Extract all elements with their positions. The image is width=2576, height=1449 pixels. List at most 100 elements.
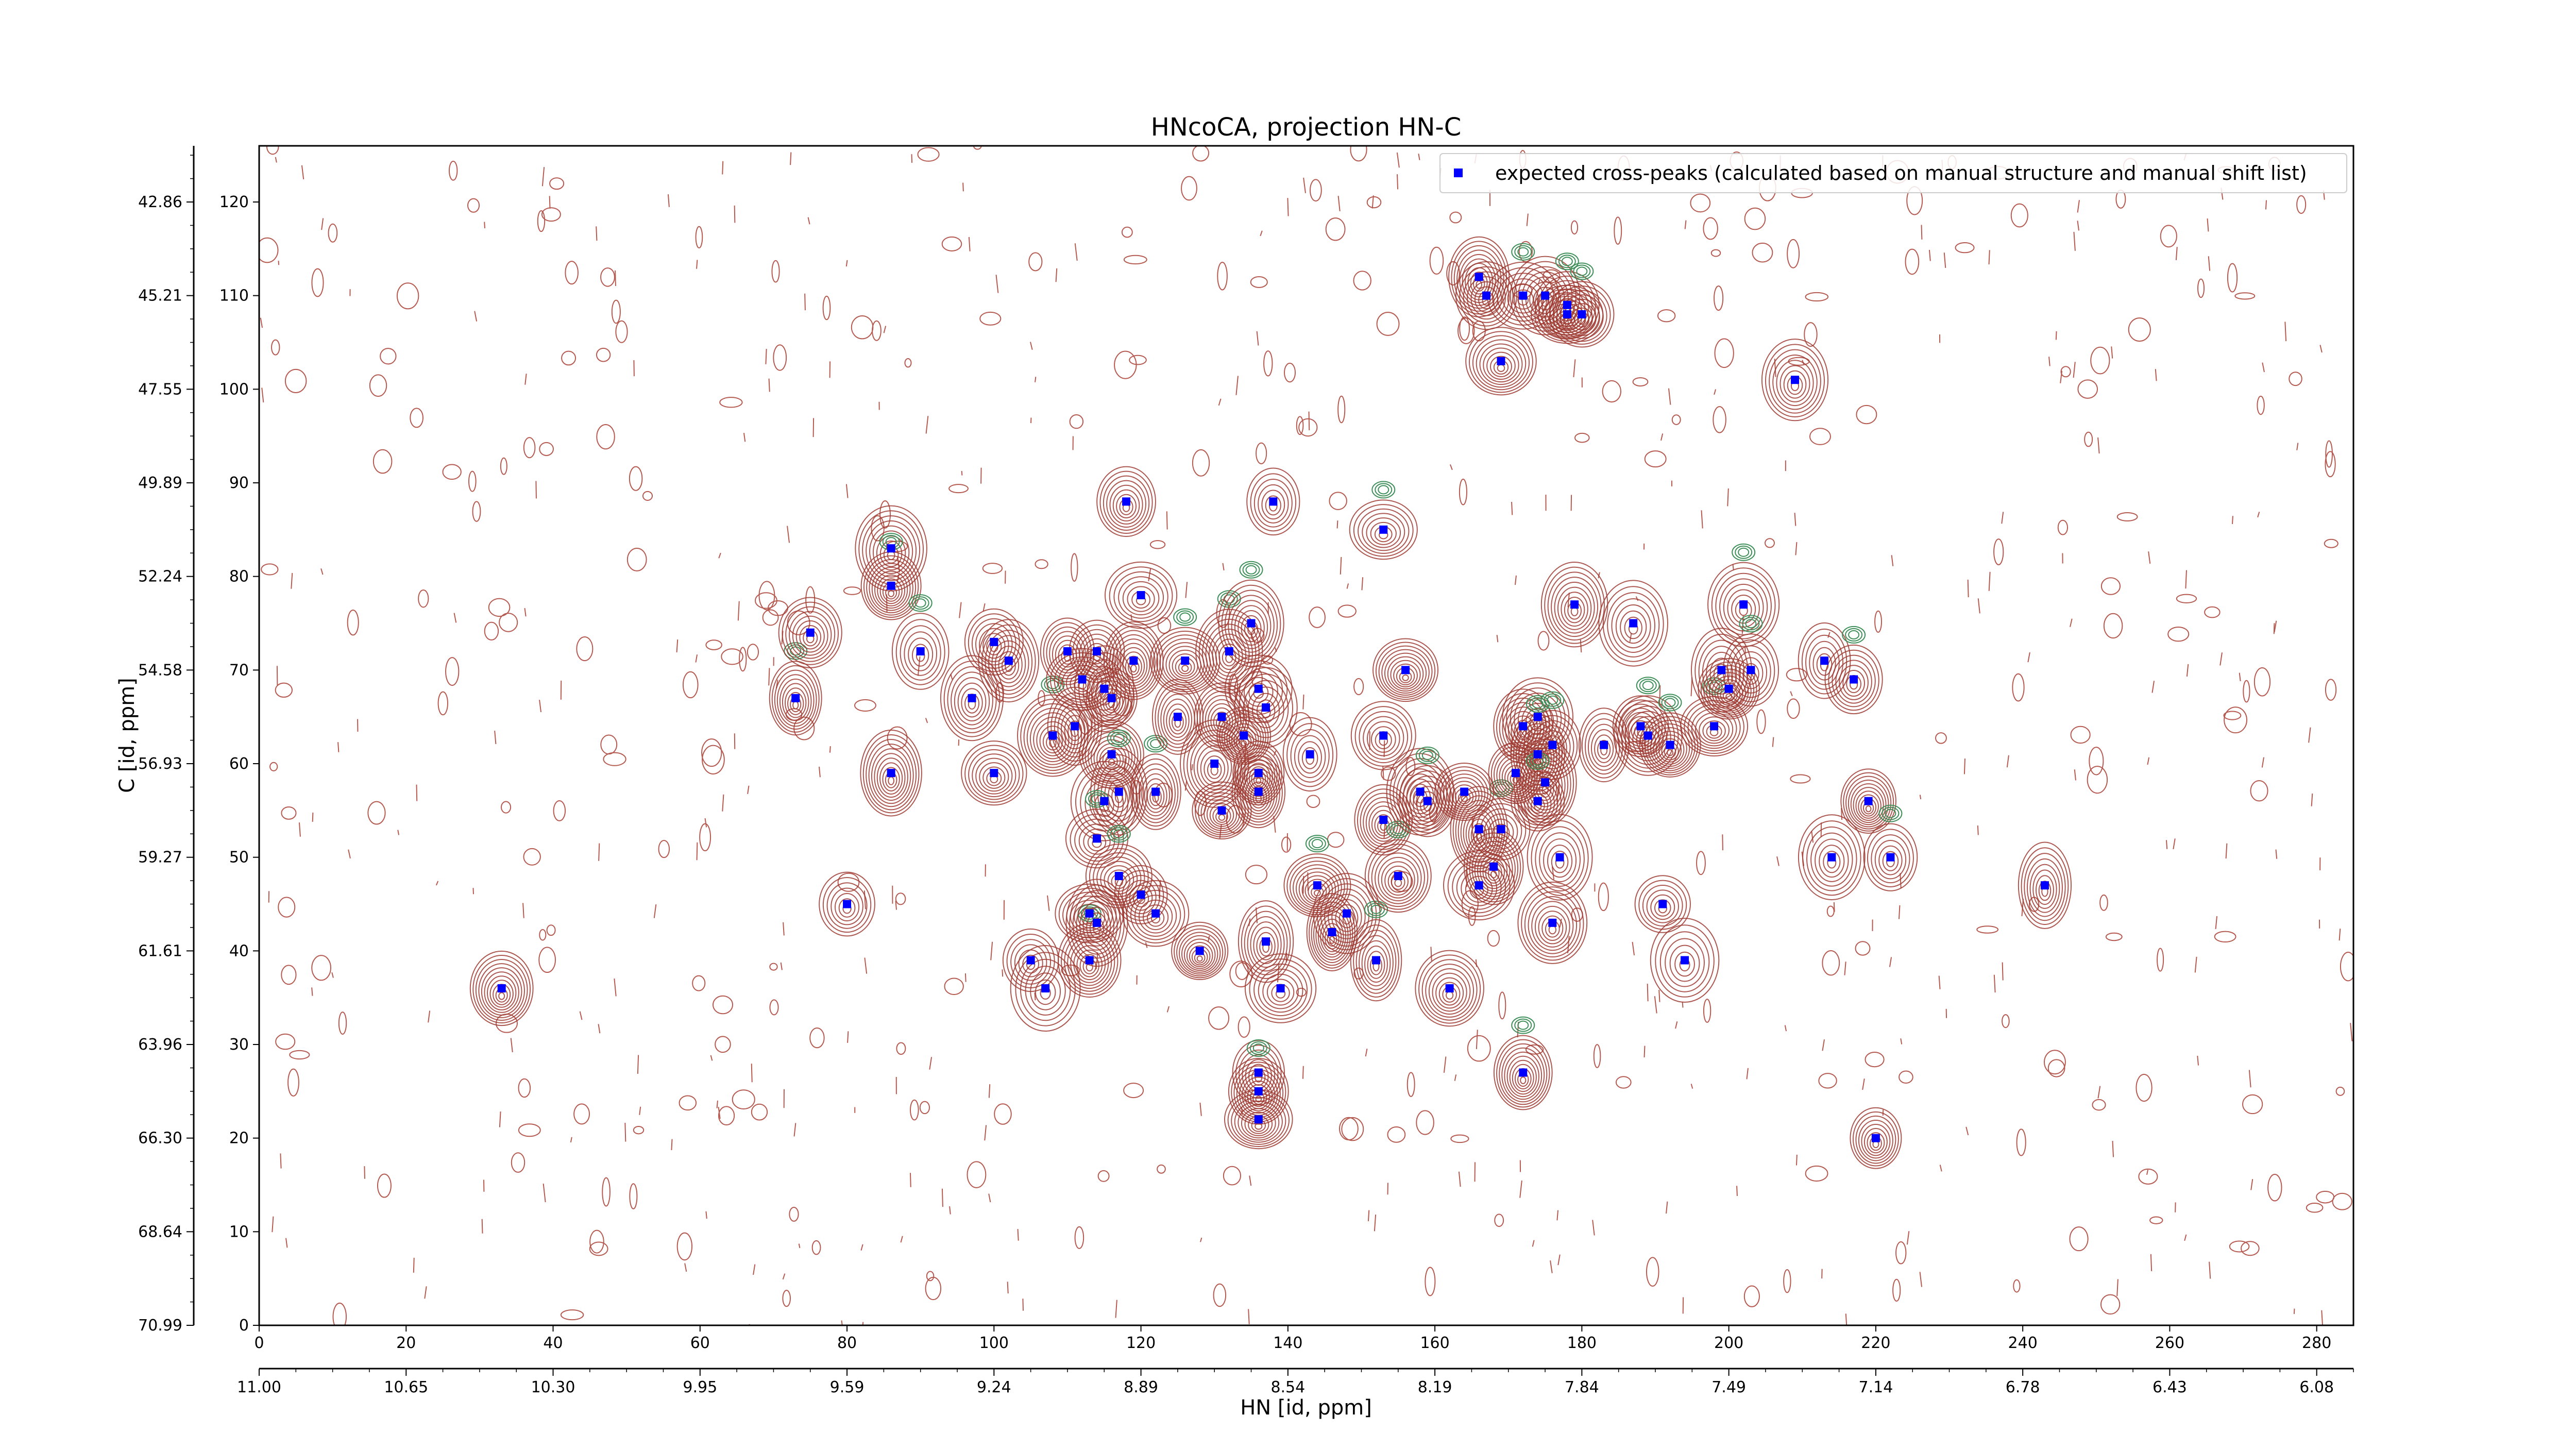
peak-contour xyxy=(1531,820,1589,896)
noise-contour xyxy=(837,872,860,892)
peak-contour xyxy=(1517,780,1558,825)
noise-contour xyxy=(2209,1261,2211,1279)
noise-contour xyxy=(500,457,507,475)
noise-contour xyxy=(1216,599,1230,628)
noise-contour xyxy=(2207,218,2209,232)
noise-contour xyxy=(1207,935,1210,942)
noise-contour xyxy=(1657,309,1676,323)
x-index-tick-label: 240 xyxy=(2008,1334,2038,1352)
noise-contour xyxy=(2148,551,2151,564)
noise-contour xyxy=(1746,1068,1749,1080)
noise-contour xyxy=(598,1024,601,1034)
noise-contour xyxy=(1794,513,1797,526)
cross-peak-marker xyxy=(887,769,895,778)
noise-contour xyxy=(2204,606,2221,618)
noise-contour xyxy=(1387,1126,1406,1143)
peak-contour xyxy=(792,701,799,710)
noise-contour xyxy=(539,699,542,713)
peak-contour xyxy=(1242,755,1276,797)
peak-contour xyxy=(1335,904,1359,932)
noise-contour xyxy=(2296,443,2299,450)
noise-contour xyxy=(1213,1283,1227,1307)
peak-contour xyxy=(1527,814,1593,901)
peak-contour xyxy=(1765,344,1825,417)
peak-contour xyxy=(1261,490,1285,520)
noise-contour xyxy=(2289,372,2302,386)
negative-contour xyxy=(784,642,808,660)
noise-contour xyxy=(1416,1110,1434,1135)
x-ppm-tick-label: 8.89 xyxy=(1124,1378,1158,1396)
noise-contour xyxy=(1129,355,1147,365)
noise-contour xyxy=(1429,803,1438,822)
peak-contour xyxy=(1413,786,1443,823)
noise-contour xyxy=(798,1243,801,1249)
peak-contour xyxy=(1204,796,1240,831)
noise-contour xyxy=(560,1309,584,1321)
noise-contour xyxy=(1263,350,1273,377)
noise-contour xyxy=(541,167,545,187)
peak-contour xyxy=(1453,245,1504,312)
peak-contour xyxy=(1331,899,1362,936)
peak-contour xyxy=(1082,906,1111,947)
peak-contour xyxy=(489,980,514,1008)
noise-contour xyxy=(1450,1134,1469,1143)
noise-contour xyxy=(2219,652,2223,666)
peak-contour xyxy=(1520,1076,1527,1084)
cross-peak-marker xyxy=(1151,909,1160,918)
peak-contour xyxy=(1874,839,1907,880)
noise-contour xyxy=(1181,176,1197,201)
peak-contour xyxy=(1823,851,1841,873)
noise-contour xyxy=(883,326,887,333)
cross-peak-marker xyxy=(1850,675,1858,684)
peak-contour xyxy=(1046,648,1118,711)
noise-contour xyxy=(1222,563,1225,571)
peak-contour xyxy=(1099,470,1153,534)
noise-contour xyxy=(2308,727,2311,743)
noise-contour xyxy=(1696,851,1706,875)
peak-contour xyxy=(961,688,983,718)
negative-contour xyxy=(1492,781,1510,795)
noise-contour xyxy=(1338,1117,1359,1141)
peak-contour xyxy=(1183,938,1216,971)
y-index-tick-label: 100 xyxy=(219,380,249,398)
noise-contour xyxy=(2060,366,2071,378)
noise-contour xyxy=(275,1033,296,1050)
x-index-tick-label: 140 xyxy=(1273,1334,1302,1352)
peak-contour xyxy=(1301,747,1318,769)
negative-contour xyxy=(1885,808,1896,818)
peak-contour xyxy=(1079,901,1114,951)
peak-contour xyxy=(1867,829,1914,887)
peak-contour xyxy=(1144,778,1167,813)
peak-contour xyxy=(1193,740,1235,794)
y-ppm-tick-label: 61.61 xyxy=(138,942,182,960)
peak-contour xyxy=(1534,725,1571,769)
noise-contour xyxy=(511,1152,526,1173)
peak-contour xyxy=(874,570,908,609)
peak-contour xyxy=(792,615,828,656)
cross-peak-marker xyxy=(1548,740,1557,749)
y-ppm-tick-label: 42.86 xyxy=(138,193,182,211)
peak-contour xyxy=(943,661,1001,737)
peak-contour xyxy=(968,613,1020,672)
peak-contour xyxy=(1366,517,1401,548)
peak-contour xyxy=(1250,921,1282,968)
noise-contour xyxy=(642,491,653,501)
noise-contour xyxy=(1097,1170,1110,1182)
cross-peak-marker xyxy=(1563,300,1571,309)
peak-contour xyxy=(1479,343,1523,385)
noise-contour xyxy=(982,603,986,612)
noise-contour xyxy=(320,568,324,575)
noise-contour xyxy=(1977,598,1980,614)
peak-contour xyxy=(1650,727,1690,769)
negative-contour xyxy=(1113,829,1125,839)
negative-contour xyxy=(1371,481,1396,499)
noise-contour xyxy=(751,1103,768,1121)
peak-contour xyxy=(1501,1047,1545,1103)
peak-contour xyxy=(1250,473,1297,532)
noise-contour xyxy=(396,282,419,310)
noise-contour xyxy=(2001,512,2004,524)
noise-contour xyxy=(278,897,296,918)
legend-entry-label: expected cross-peaks (calculated based o… xyxy=(1495,162,2307,184)
peak-contour xyxy=(1022,954,1040,974)
cross-peak-marker xyxy=(1519,722,1528,731)
